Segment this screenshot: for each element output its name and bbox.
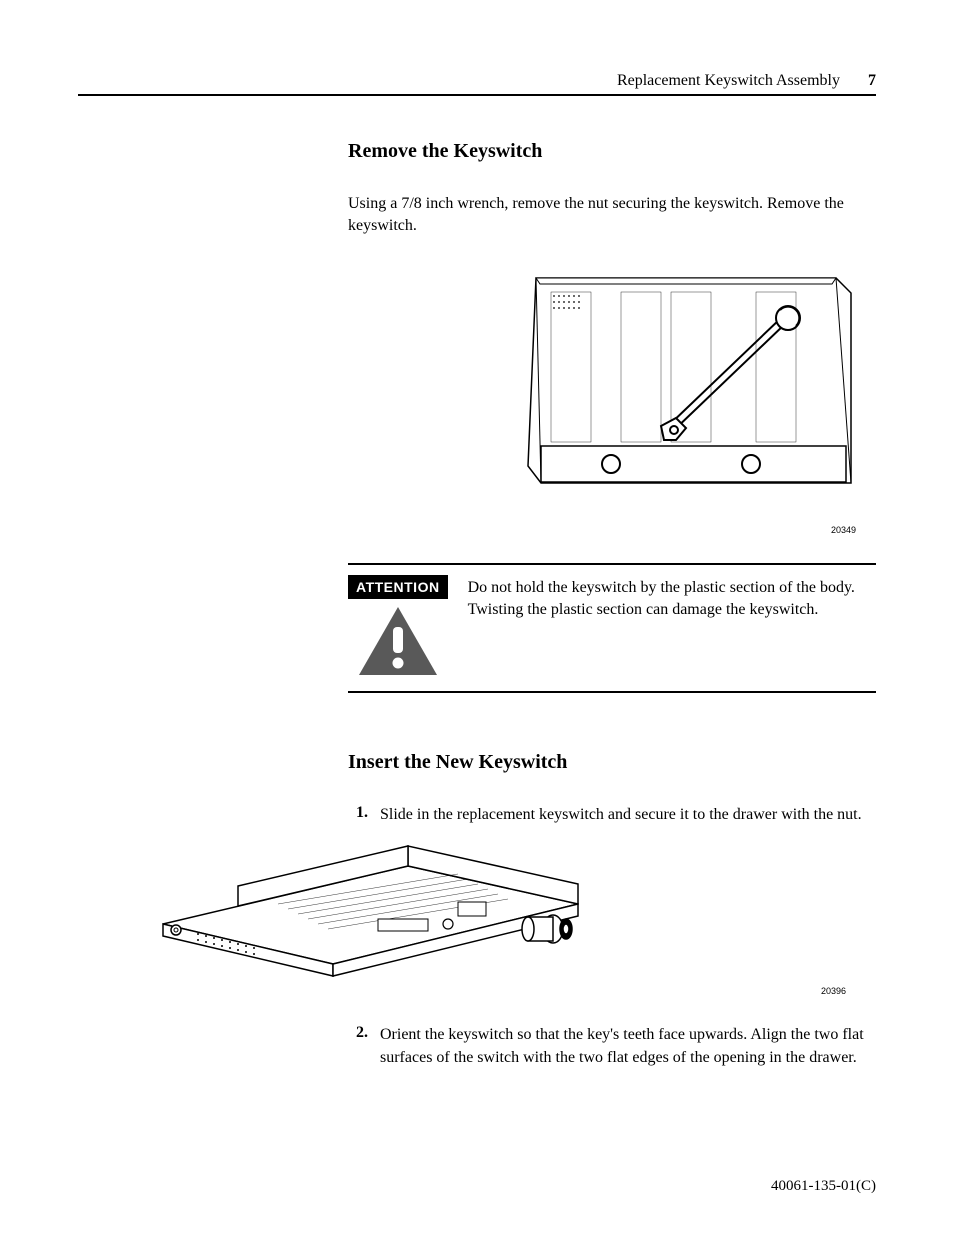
figure-id-1: 20349 <box>348 525 856 535</box>
insert-steps: 1. Slide in the replacement keyswitch an… <box>348 804 876 826</box>
warning-icon <box>357 605 439 677</box>
step-text: Orient the keyswitch so that the key's t… <box>380 1024 876 1069</box>
step-1: 1. Slide in the replacement keyswitch an… <box>348 804 876 826</box>
figure-insert-keyswitch: 20396 <box>158 844 876 996</box>
insert-steps-cont: 2. Orient the keyswitch so that the key'… <box>348 1024 876 1069</box>
main-content: Remove the Keyswitch Using a 7/8 inch wr… <box>348 140 876 1069</box>
page-number: 7 <box>868 72 876 90</box>
chassis-wrench-illustration <box>526 268 856 518</box>
running-title: Replacement Keyswitch Assembly <box>617 72 840 90</box>
running-header: Replacement Keyswitch Assembly 7 <box>78 72 876 90</box>
drawer-assembly-illustration <box>158 844 588 979</box>
attention-left: ATTENTION <box>348 575 448 677</box>
section-heading-remove: Remove the Keyswitch <box>348 140 876 163</box>
intro-paragraph: Using a 7/8 inch wrench, remove the nut … <box>348 193 876 238</box>
step-number: 2. <box>348 1024 368 1069</box>
step-text: Slide in the replacement keyswitch and s… <box>380 804 862 826</box>
figure-id-2: 20396 <box>158 986 876 996</box>
section-heading-insert: Insert the New Keyswitch <box>348 751 876 774</box>
page: Replacement Keyswitch Assembly 7 Remove … <box>0 0 954 1235</box>
attention-text: Do not hold the keyswitch by the plastic… <box>468 575 876 677</box>
attention-label: ATTENTION <box>348 575 448 599</box>
step-number: 1. <box>348 804 368 826</box>
attention-block: ATTENTION Do not hold the keyswitch by t… <box>348 563 876 693</box>
header-rule <box>78 94 876 96</box>
footer-doc-id: 40061-135-01(C) <box>771 1178 876 1195</box>
figure-remove-keyswitch: 20349 <box>348 268 876 535</box>
step-2: 2. Orient the keyswitch so that the key'… <box>348 1024 876 1069</box>
